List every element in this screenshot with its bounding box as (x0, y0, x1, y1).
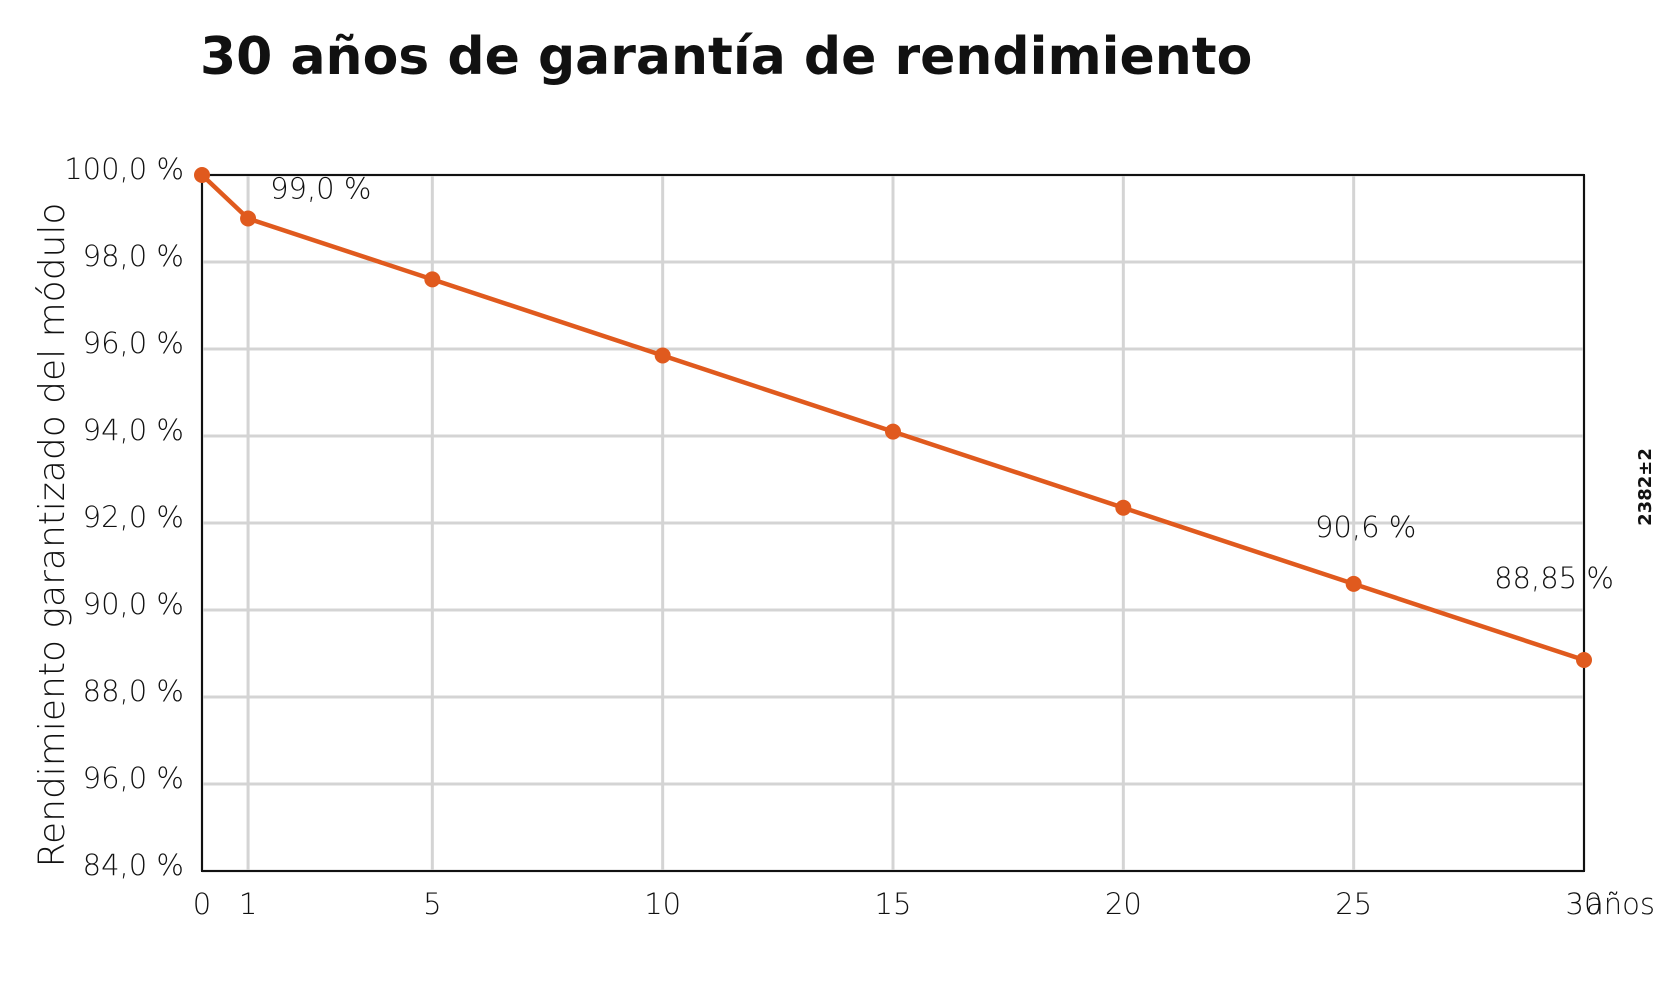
marker (885, 423, 901, 440)
x-tick-label: 15 (875, 887, 912, 921)
x-tick-label: 1 (239, 887, 257, 921)
data-label: 88,85 % (1494, 561, 1614, 595)
y-tick-label: 98,0 % (83, 239, 184, 273)
y-tick-label: 90,0 % (83, 587, 184, 621)
y-axis-label: Rendimiento garantizado del módulo (32, 203, 73, 868)
line (200, 173, 1585, 663)
x-tick-label: 25 (1335, 887, 1372, 921)
x-tick-label: 0 (193, 887, 211, 921)
marker (424, 271, 441, 288)
y-tick-label: 84,0 % (83, 848, 184, 882)
x-tick-label: 10 (644, 887, 681, 921)
y-tick-label: 100,0 % (64, 152, 184, 186)
marker (654, 347, 671, 364)
marker (240, 210, 257, 227)
side-note: 2382±2 (1635, 448, 1656, 526)
y-tick-label: 96,0 % (83, 761, 184, 795)
marker (1115, 499, 1132, 516)
x-tick-label: 30 (1566, 887, 1603, 921)
y-tick-label: 96,0 % (83, 326, 184, 360)
chart-title: 30 años de garantía de rendimiento (200, 27, 1252, 87)
y-tick-label: 94,0 % (83, 413, 184, 447)
marker (194, 167, 210, 183)
plot-frame (201, 174, 1585, 872)
data-label: 99,0 % (270, 172, 371, 206)
marker (1345, 575, 1362, 592)
x-tick-label: 5 (423, 887, 441, 921)
x-axis-unit: años (1586, 887, 1655, 921)
data-label: 90,6 % (1315, 510, 1416, 544)
y-tick-label: 88,0 % (83, 674, 184, 708)
x-tick-label: 20 (1105, 887, 1142, 921)
y-tick-label: 92,0 % (83, 500, 184, 534)
marker (1576, 652, 1592, 669)
